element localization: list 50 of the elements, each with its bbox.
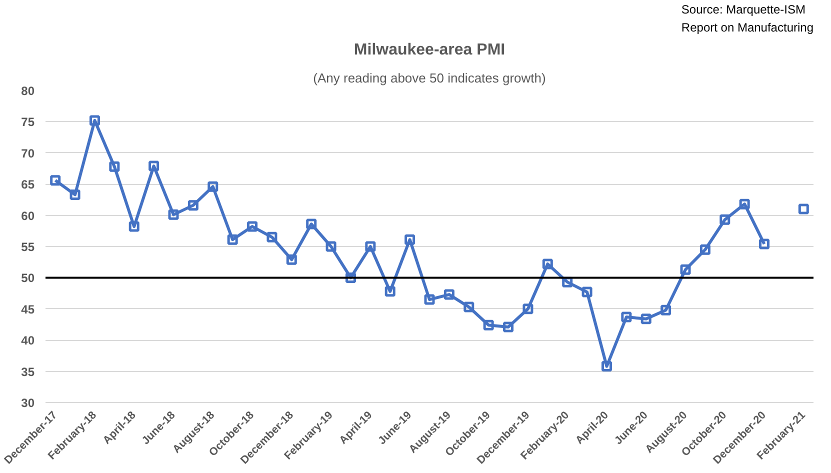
point [266,232,278,242]
point [365,241,376,252]
point [640,314,652,324]
point [89,115,100,126]
point [798,204,809,214]
point [247,221,258,232]
point [384,286,396,297]
y-tick-label: 50 [21,271,35,286]
point [680,264,691,275]
point [700,244,710,255]
point [483,320,494,330]
y-tick-label: 35 [21,364,35,379]
point [542,258,553,270]
point [208,181,218,192]
point [739,198,750,210]
y-tick-label: 80 [21,84,35,98]
point [168,209,179,220]
point [582,286,592,298]
point [50,175,61,186]
point [464,302,474,312]
point [424,294,435,305]
y-tick-label: 40 [21,334,35,348]
y-tick-label: 55 [21,240,35,254]
point [522,304,534,314]
point [286,254,297,265]
point [404,234,416,245]
point [109,161,120,172]
y-tick-label: 65 [21,178,35,192]
point [720,214,730,225]
chart-title: Milwaukee-area PMI [354,42,506,58]
chart-subtitle: (Any reading above 50 indicates growth) [313,70,546,86]
point [444,289,454,300]
point [326,241,336,252]
point [306,218,317,230]
y-tick-label: 70 [21,146,35,160]
point [601,361,612,372]
point [503,322,514,332]
point [188,200,198,211]
point [227,234,238,245]
point [70,189,80,200]
point [621,312,632,322]
source-note: Source: Marquette-ISM Report on Manufacturing [681,2,814,34]
y-tick-label: 30 [21,396,35,410]
y-tick-label: 75 [21,115,35,130]
point [148,160,160,172]
point [660,304,672,316]
y-tick-label: 45 [21,302,35,316]
y-tick-label: 60 [21,208,35,223]
point [128,221,140,232]
point [759,238,770,250]
